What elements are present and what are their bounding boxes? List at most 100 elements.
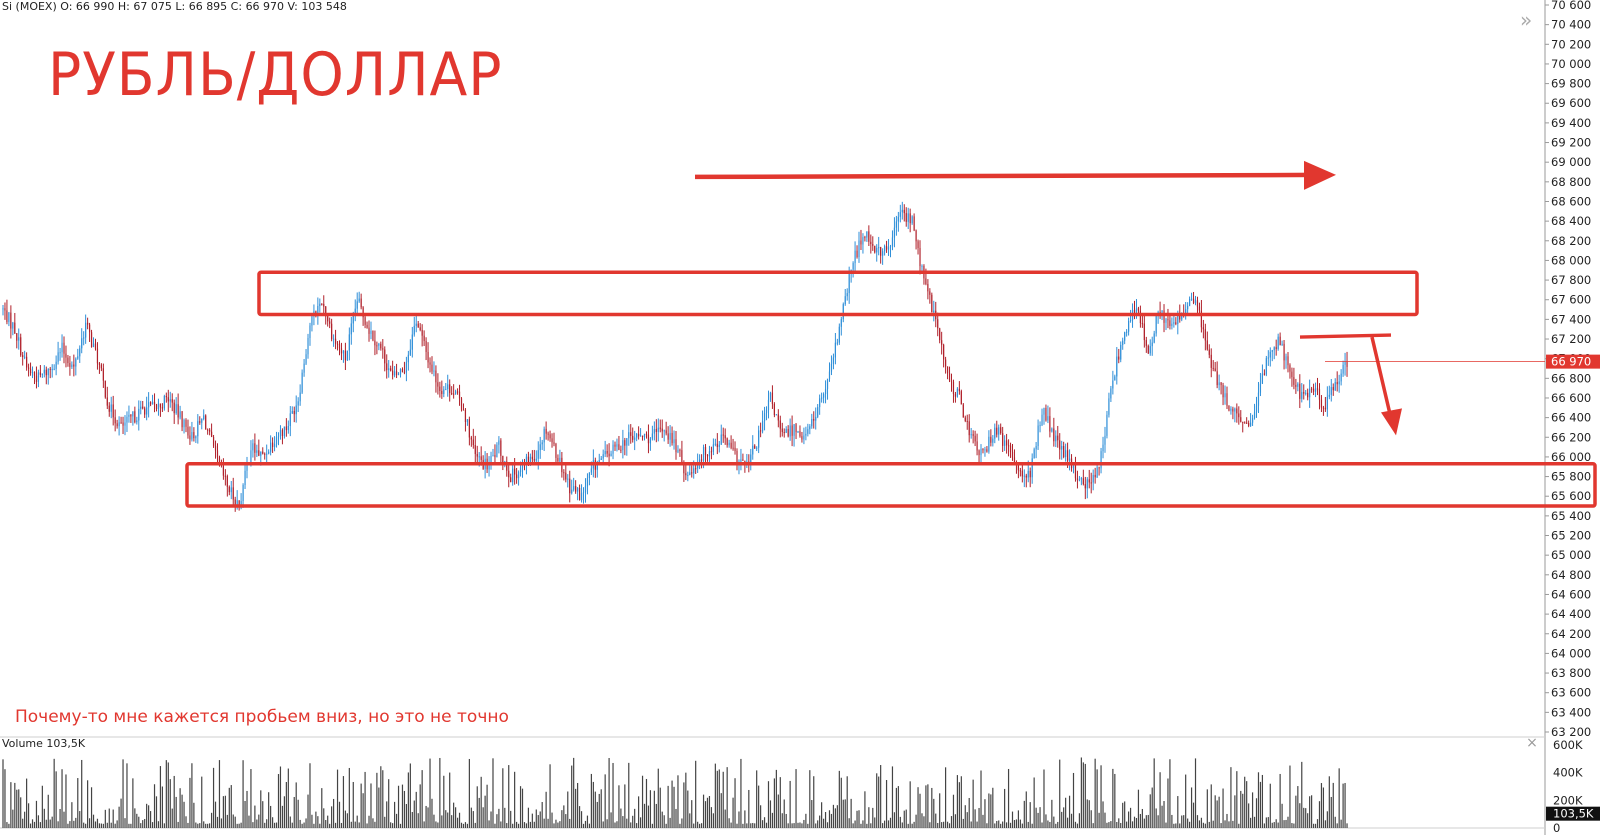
volume-bar: [356, 815, 358, 828]
candle-body: [878, 247, 880, 249]
close-volume-pane-icon[interactable]: ×: [1526, 735, 1538, 751]
candle-body: [1063, 446, 1065, 457]
candle-body: [1234, 408, 1236, 412]
volume-bar: [197, 823, 199, 828]
candle-body: [1171, 323, 1173, 326]
candle-body: [824, 388, 827, 395]
volume-bar: [270, 805, 272, 828]
candle-body: [622, 440, 624, 451]
volume-bar: [484, 795, 486, 828]
volume-bar: [1332, 782, 1334, 828]
candle-body: [742, 459, 744, 461]
candle-body: [1283, 343, 1285, 361]
volume-bar: [693, 823, 695, 828]
candle-body: [1017, 465, 1020, 471]
volume-bar: [1108, 822, 1110, 828]
candle-body: [529, 456, 531, 466]
collapse-panel-icon[interactable]: »: [1520, 8, 1533, 32]
volume-bar: [148, 805, 150, 828]
candle-body: [883, 246, 886, 252]
volume-bar: [100, 823, 102, 828]
volume-bar: [1181, 815, 1183, 828]
candle-body: [1084, 484, 1086, 489]
volume-bar: [390, 822, 392, 828]
volume-bar: [722, 771, 724, 828]
volume-bar: [171, 808, 173, 828]
candle-body: [1090, 482, 1092, 484]
volume-bar: [41, 785, 43, 828]
volume-bar: [1328, 776, 1330, 828]
candle-body: [1086, 479, 1088, 489]
volume-bar: [458, 812, 461, 828]
candle-body: [305, 354, 307, 364]
candle-body: [761, 421, 764, 432]
volume-bar: [134, 808, 136, 828]
volume-bar: [468, 758, 470, 828]
candle-body: [531, 456, 533, 460]
volume-bar: [295, 782, 297, 828]
volume-bar: [1318, 801, 1321, 828]
volume-bar: [1287, 816, 1289, 828]
volume-bar: [1190, 787, 1193, 828]
volume-bar: [789, 780, 791, 828]
volume-bar: [527, 807, 530, 828]
volume-bar: [250, 769, 252, 828]
volume-bar: [980, 770, 982, 828]
candle-body: [69, 363, 71, 367]
candle-body: [984, 449, 986, 451]
volume-bar: [620, 808, 622, 828]
volume-bar: [31, 819, 34, 828]
volume-bar: [149, 811, 152, 828]
candle-body: [268, 451, 270, 454]
candle-body: [578, 488, 581, 501]
candle-body: [1175, 322, 1177, 325]
candle-body: [791, 425, 793, 436]
volume-bar: [970, 821, 972, 828]
volume-bar: [242, 760, 244, 828]
candle-body: [246, 464, 248, 471]
volume-bar: [569, 818, 571, 828]
volume-bar: [1078, 813, 1081, 828]
candle-body: [856, 250, 858, 258]
candle-body: [604, 451, 606, 455]
volume-bar: [1196, 815, 1199, 828]
volume-bar: [826, 822, 829, 828]
volume-bar: [502, 768, 504, 828]
candle-body: [832, 357, 835, 364]
volume-bar: [460, 822, 463, 828]
volume-bar: [142, 820, 144, 828]
candle-body: [874, 245, 876, 253]
candle-body: [569, 478, 571, 494]
price-tick-label: 63 600: [1551, 686, 1591, 700]
volume-bar: [728, 818, 730, 828]
candle-body: [1326, 396, 1328, 410]
volume-bar: [63, 811, 65, 828]
volume-bar: [708, 796, 711, 828]
volume-bar: [537, 815, 539, 828]
volume-bar: [939, 793, 941, 828]
price-tick-label: 65 000: [1551, 548, 1591, 562]
candle-body: [218, 457, 221, 463]
volume-bar: [266, 819, 268, 828]
volume-bar: [309, 763, 311, 828]
candle-body: [1151, 342, 1153, 347]
volume-bar: [834, 808, 836, 828]
volume-bar: [895, 787, 897, 828]
candle-body: [584, 486, 587, 493]
volume-bar: [413, 800, 415, 828]
volume-bar: [523, 822, 526, 828]
price-tick-label: 65 400: [1551, 509, 1591, 523]
volume-bar: [1114, 773, 1116, 828]
candle-body: [1112, 380, 1114, 389]
candle-body: [889, 246, 892, 248]
candle-body: [1000, 427, 1002, 434]
candle-body: [1271, 350, 1273, 352]
candle-body: [706, 454, 709, 457]
volume-bar: [372, 818, 374, 828]
volume-bar: [1222, 788, 1224, 828]
volume-bar: [822, 818, 825, 828]
volume-bar: [346, 813, 348, 828]
candle-body: [331, 323, 333, 340]
volume-bar: [724, 809, 726, 828]
